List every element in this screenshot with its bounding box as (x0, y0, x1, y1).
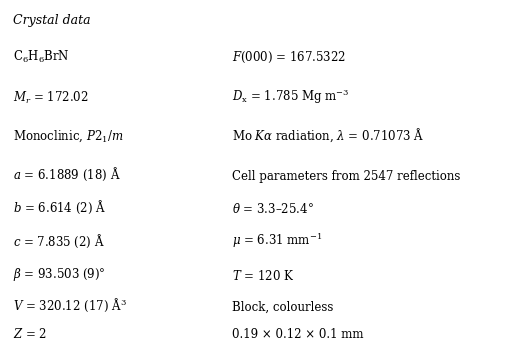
Text: Monoclinic, $P2_1/m$: Monoclinic, $P2_1/m$ (13, 129, 123, 144)
Text: Block, colourless: Block, colourless (232, 301, 333, 314)
Text: C$_6$H$_6$BrN: C$_6$H$_6$BrN (13, 49, 69, 65)
Text: $Z$ = 2: $Z$ = 2 (13, 327, 47, 341)
Text: $M_r$ = 172.02: $M_r$ = 172.02 (13, 89, 89, 106)
Text: Crystal data: Crystal data (13, 14, 91, 27)
Text: 0.19 × 0.12 × 0.1 mm: 0.19 × 0.12 × 0.1 mm (232, 328, 363, 341)
Text: $b$ = 6.614 (2) Å: $b$ = 6.614 (2) Å (13, 199, 106, 216)
Text: $D_\mathrm{x}$ = 1.785 Mg m$^{-3}$: $D_\mathrm{x}$ = 1.785 Mg m$^{-3}$ (232, 87, 349, 106)
Text: $\beta$ = 93.503 (9)°: $\beta$ = 93.503 (9)° (13, 266, 105, 283)
Text: Mo $K\alpha$ radiation, $\lambda$ = 0.71073 Å: Mo $K\alpha$ radiation, $\lambda$ = 0.71… (232, 127, 424, 144)
Text: $V$ = 320.12 (17) Å$^3$: $V$ = 320.12 (17) Å$^3$ (13, 297, 127, 314)
Text: $F$(000) = 167.5322: $F$(000) = 167.5322 (232, 50, 346, 65)
Text: $a$ = 6.1889 (18) Å: $a$ = 6.1889 (18) Å (13, 166, 120, 183)
Text: $T$ = 120 K: $T$ = 120 K (232, 269, 294, 283)
Text: $\theta$ = 3.3–25.4°: $\theta$ = 3.3–25.4° (232, 202, 314, 216)
Text: $c$ = 7.835 (2) Å: $c$ = 7.835 (2) Å (13, 233, 104, 250)
Text: Cell parameters from 2547 reflections: Cell parameters from 2547 reflections (232, 170, 460, 183)
Text: $\mu$ = 6.31 mm$^{-1}$: $\mu$ = 6.31 mm$^{-1}$ (232, 231, 322, 250)
